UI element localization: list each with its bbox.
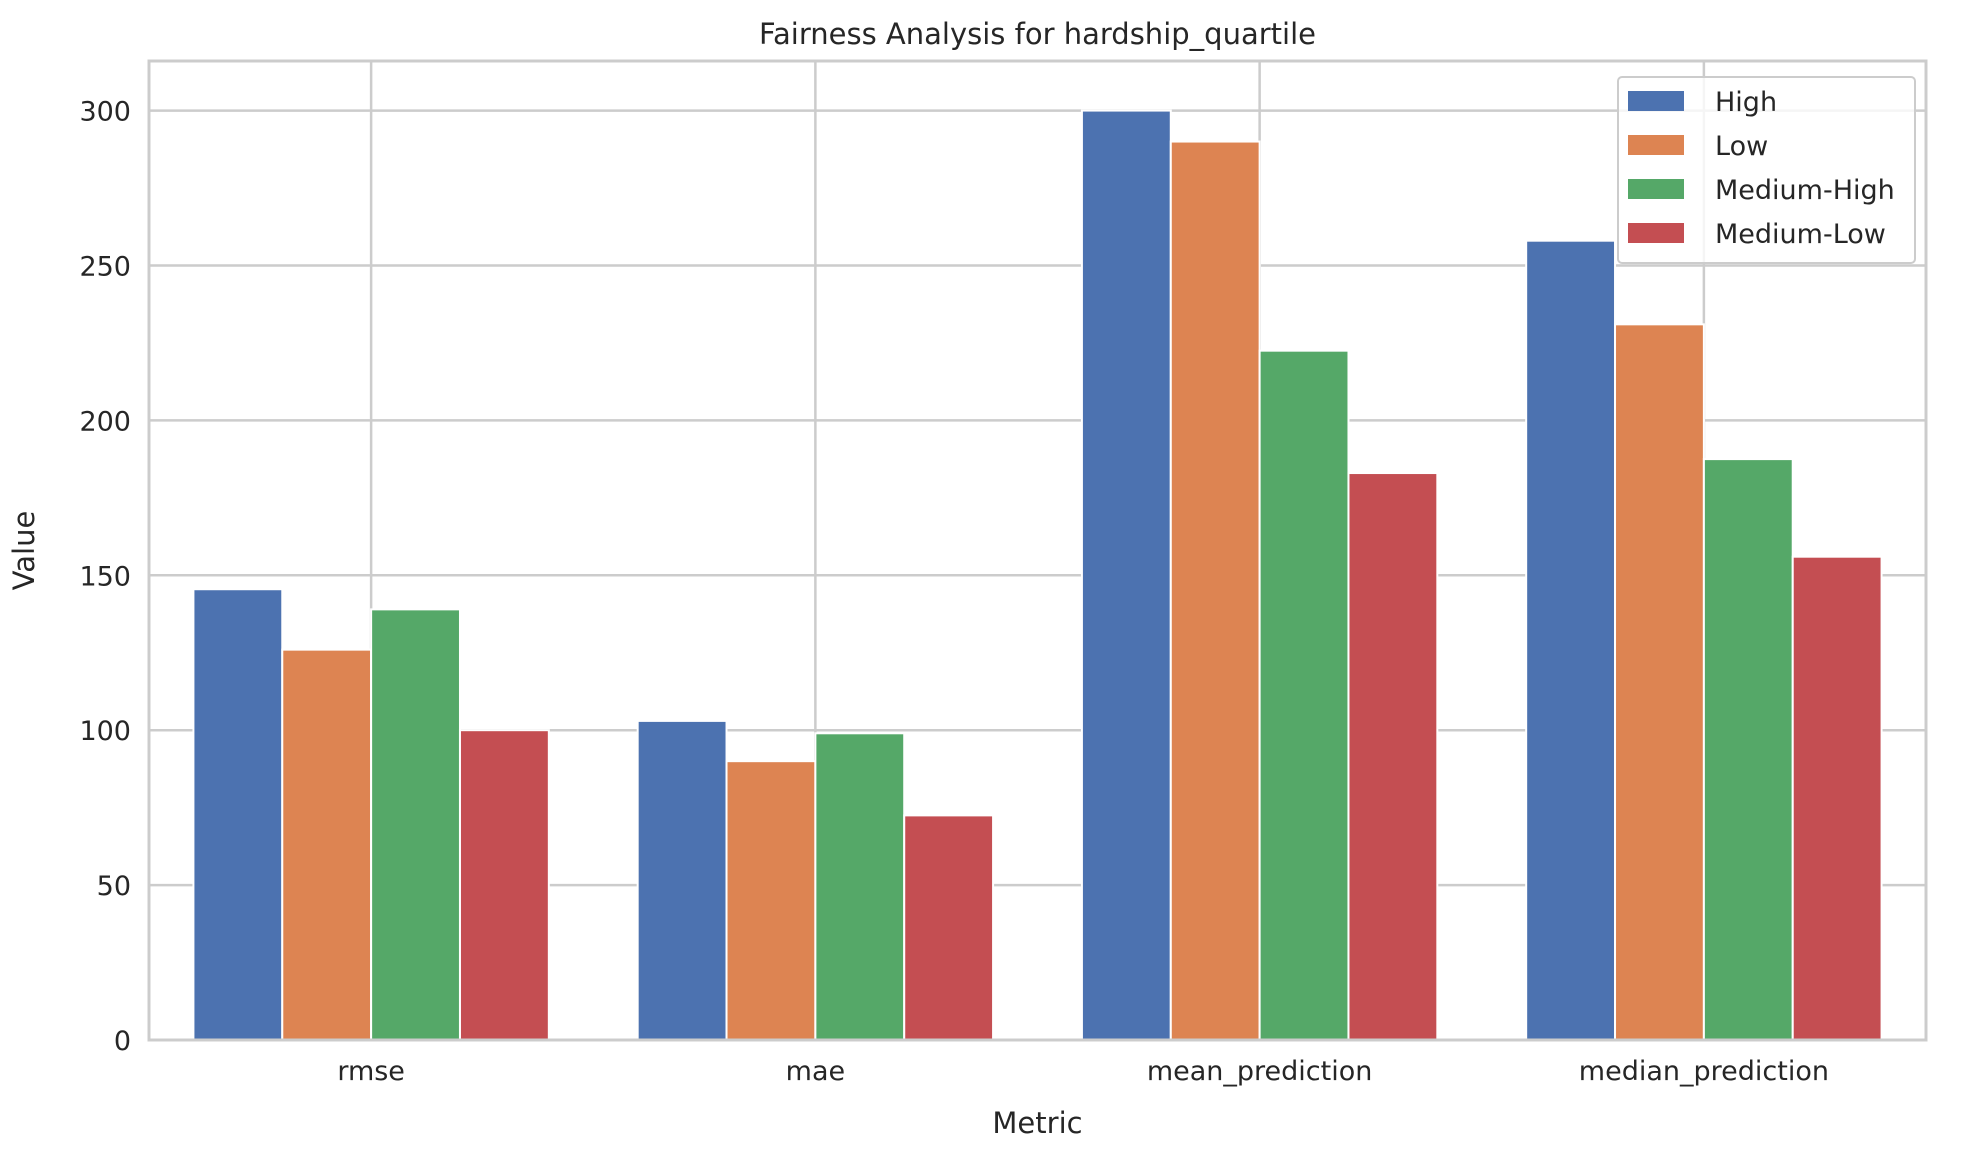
bar-medium-high-mae	[814, 732, 906, 1041]
x-tick-label: rmse	[337, 1056, 405, 1087]
y-tick-label: 0	[114, 1026, 131, 1057]
legend-label: High	[1715, 87, 1777, 118]
legend-label: Medium-Low	[1715, 219, 1886, 250]
legend-swatch	[1628, 135, 1684, 155]
y-tick-label: 250	[79, 251, 131, 282]
bars	[192, 109, 1883, 1042]
bar-low-mean-prediction	[1169, 140, 1261, 1041]
legend-swatch	[1628, 179, 1684, 199]
x-tick-label: mean_prediction	[1147, 1056, 1373, 1087]
legend-box	[1617, 76, 1916, 264]
x-tick-label: mae	[786, 1056, 845, 1087]
bar-medium-low-median-prediction	[1791, 555, 1883, 1042]
y-tick-label: 100	[79, 716, 131, 747]
bar-medium-low-mean-prediction	[1347, 472, 1439, 1041]
bar-high-mae	[636, 719, 728, 1041]
y-tick-label: 300	[79, 97, 131, 128]
bar-medium-high-rmse	[370, 608, 461, 1042]
y-tick-label: 150	[79, 561, 131, 592]
y-tick-labels: 0 50 100 150 200 250 300	[79, 97, 131, 1057]
bar-high-mean-prediction	[1080, 109, 1172, 1041]
chart-title: Fairness Analysis for hardship_quartile	[759, 17, 1316, 51]
bar-medium-high-median-prediction	[1702, 458, 1794, 1041]
legend-label: Medium-High	[1715, 175, 1895, 206]
x-axis-label: Metric	[992, 1106, 1082, 1140]
bar-low-mae	[725, 760, 817, 1041]
legend: High Low Medium-High Medium-Low	[1617, 76, 1916, 264]
y-tick-label: 50	[97, 871, 131, 902]
legend-label: Low	[1715, 131, 1768, 162]
bar-high-rmse	[192, 588, 284, 1041]
bar-medium-high-mean-prediction	[1258, 349, 1350, 1041]
bar-low-median-prediction	[1614, 323, 1705, 1041]
legend-swatch	[1628, 91, 1684, 111]
legend-swatch	[1628, 223, 1684, 243]
x-tick-labels: rmse mae mean_prediction median_prediction	[337, 1056, 1829, 1087]
bar-medium-low-mae	[903, 814, 995, 1041]
y-tick-label: 200	[79, 406, 131, 437]
plot-frame	[147, 59, 1928, 1042]
y-axis-label: Value	[7, 511, 41, 591]
bar-low-rmse	[281, 648, 373, 1041]
bar-high-median-prediction	[1525, 239, 1617, 1041]
bar-medium-low-rmse	[458, 729, 550, 1041]
x-tick-label: median_prediction	[1579, 1056, 1829, 1087]
legend-items: High Low Medium-High Medium-Low	[1628, 87, 1895, 250]
